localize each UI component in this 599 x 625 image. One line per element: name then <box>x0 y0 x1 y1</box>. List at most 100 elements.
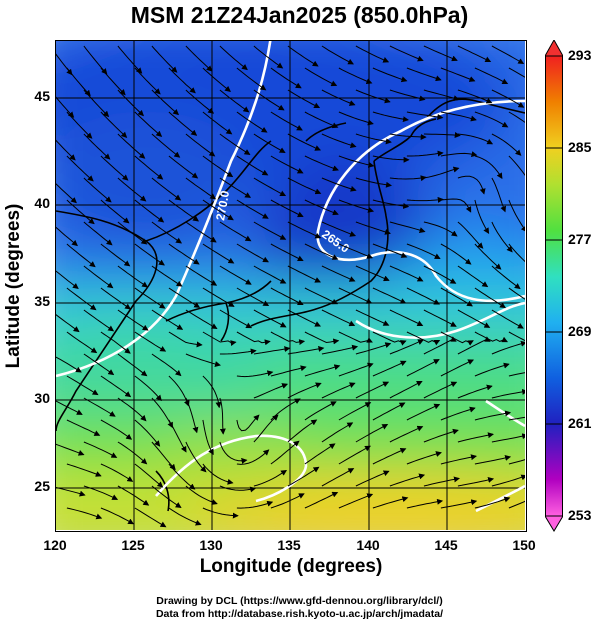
streamline <box>508 111 525 123</box>
streamline <box>202 419 214 456</box>
streamline <box>491 388 525 399</box>
colorbar-tick-label: 293 <box>568 47 592 63</box>
streamline <box>202 287 235 307</box>
streamline <box>168 507 202 526</box>
streamline <box>219 177 252 198</box>
streamline <box>253 469 288 487</box>
colorbar-tick-label: 269 <box>568 323 592 339</box>
streamline <box>338 362 374 377</box>
streamline <box>474 199 490 234</box>
streamline <box>440 151 478 157</box>
streamline <box>508 416 525 421</box>
streamline <box>440 198 472 213</box>
streamline <box>202 507 239 519</box>
streamline <box>440 359 475 377</box>
streamline <box>253 221 287 240</box>
streamline <box>287 177 322 195</box>
streamline <box>287 419 318 443</box>
streamline <box>355 45 390 63</box>
streamline <box>304 331 340 345</box>
streamline <box>66 375 99 396</box>
streamline <box>304 155 339 172</box>
streamline <box>185 45 213 72</box>
streamline <box>287 89 321 109</box>
streamline <box>389 380 423 399</box>
streamline <box>66 287 97 311</box>
y-tick-label: 35 <box>34 293 50 309</box>
streamline <box>168 463 196 490</box>
streamline <box>66 67 91 97</box>
streamline <box>508 372 525 377</box>
streamline <box>389 89 426 102</box>
streamline <box>508 500 525 509</box>
streamline <box>304 491 339 509</box>
streamline <box>66 199 95 225</box>
streamline <box>338 155 375 168</box>
streamline <box>185 485 218 505</box>
streamline <box>117 45 143 74</box>
streamline <box>372 360 407 377</box>
streamline <box>321 133 357 148</box>
streamline <box>372 155 410 163</box>
streamline <box>117 353 148 377</box>
streamline <box>355 424 389 443</box>
streamline <box>100 199 130 224</box>
streamline <box>338 493 374 509</box>
streamline <box>168 419 187 453</box>
streamline <box>406 67 442 82</box>
streamline <box>491 89 525 108</box>
streamline <box>185 441 207 473</box>
streamline <box>270 67 302 89</box>
streamline <box>457 432 494 443</box>
streamline <box>406 498 444 509</box>
streamline <box>117 397 147 422</box>
streamline <box>236 500 274 509</box>
streamline <box>474 243 502 270</box>
streamline <box>100 463 134 482</box>
streamline <box>406 150 444 157</box>
streamline <box>168 155 199 179</box>
streamline <box>355 133 392 145</box>
streamline <box>457 336 491 355</box>
x-tick-label: 135 <box>277 537 301 553</box>
streamline <box>355 342 392 355</box>
streamline <box>372 402 406 421</box>
streamline <box>321 265 356 282</box>
streamline <box>202 331 237 347</box>
streamline <box>287 265 322 283</box>
streamline <box>270 493 305 509</box>
streamline <box>202 243 235 264</box>
streamline <box>66 331 98 354</box>
streamline <box>423 309 457 327</box>
streamline <box>100 155 129 181</box>
streamline <box>304 364 341 377</box>
streamline <box>508 287 525 300</box>
streamline <box>56 96 75 118</box>
streamline <box>56 443 85 456</box>
streamline <box>56 356 82 373</box>
streamline <box>134 331 167 352</box>
streamline <box>355 470 390 487</box>
streamline <box>372 448 407 465</box>
streamline <box>321 221 357 237</box>
streamline <box>134 155 164 180</box>
streamline <box>236 449 270 465</box>
streamline <box>151 485 182 508</box>
streamline <box>287 382 322 399</box>
streamline <box>457 89 493 104</box>
streamline <box>66 243 96 268</box>
streamline <box>66 463 102 477</box>
x-tick-label: 125 <box>121 537 145 553</box>
streamline <box>321 177 357 192</box>
streamline <box>423 221 458 237</box>
streamline <box>134 507 167 528</box>
streamline <box>389 45 424 62</box>
streamline <box>457 384 493 399</box>
streamline <box>508 331 525 342</box>
streamline <box>457 309 491 328</box>
streamline <box>219 265 252 285</box>
streamline <box>474 111 509 128</box>
streamline <box>355 265 390 282</box>
streamline <box>151 309 184 330</box>
streamline <box>83 353 115 376</box>
